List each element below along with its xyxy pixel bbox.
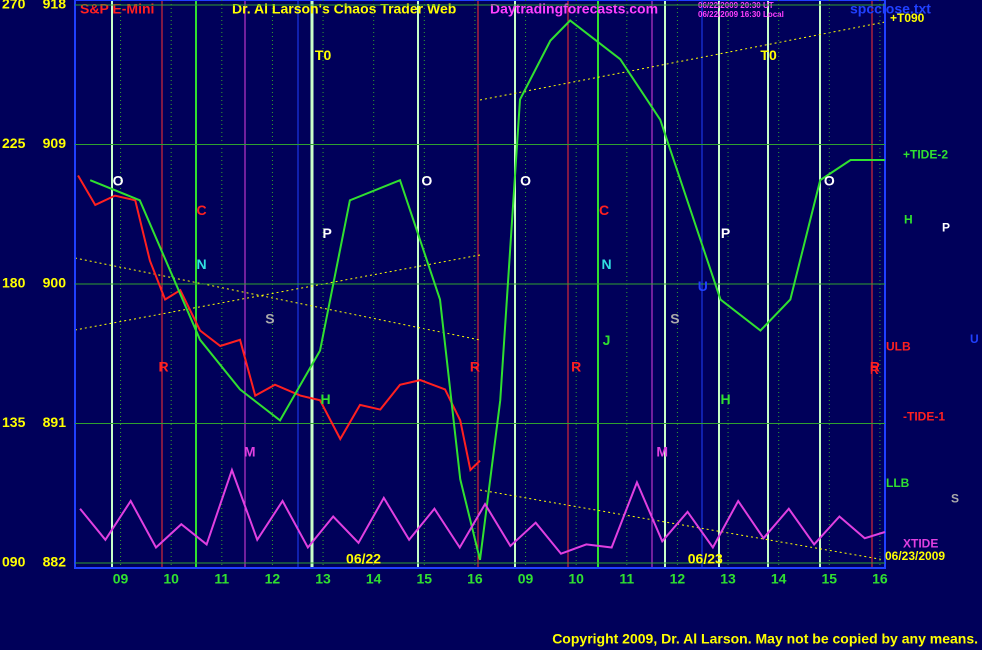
x-tick-label: 14 bbox=[366, 571, 382, 587]
annotation: S bbox=[265, 310, 274, 326]
site: Daytradingforecasts.com bbox=[490, 1, 658, 17]
x-tick-label: 10 bbox=[568, 571, 584, 587]
annotation: H bbox=[720, 391, 730, 407]
x-tick-label: 09 bbox=[113, 571, 129, 587]
annotation: H bbox=[321, 391, 331, 407]
annotation: N bbox=[602, 256, 612, 272]
annotation: T0 bbox=[760, 47, 777, 63]
annotation: J bbox=[603, 332, 611, 348]
x-tick-label: 13 bbox=[720, 571, 736, 587]
right-label: P bbox=[942, 220, 950, 234]
annotation: P bbox=[322, 225, 331, 241]
right-label: -TIDE-1 bbox=[903, 409, 945, 423]
annotation: R bbox=[470, 358, 480, 374]
annotation: S bbox=[670, 310, 679, 326]
x-tick-label: 11 bbox=[619, 571, 634, 587]
y2-tick-label: 090 bbox=[2, 554, 26, 570]
x-tick-label: 12 bbox=[265, 571, 281, 587]
right-label: R bbox=[870, 363, 879, 377]
x-tick-label: 13 bbox=[315, 571, 331, 587]
annotation: O bbox=[824, 172, 835, 188]
right-label: +T090 bbox=[890, 11, 925, 25]
right-label: H bbox=[904, 213, 913, 227]
stamp: 06/22/2009 20:30 UT bbox=[698, 1, 774, 10]
annotation: M bbox=[656, 444, 668, 460]
y-tick-label: 900 bbox=[43, 275, 67, 291]
right-label: ULB bbox=[886, 340, 911, 354]
x-tick-label: 10 bbox=[163, 571, 179, 587]
annotation: R bbox=[870, 358, 880, 374]
annotation: O bbox=[421, 172, 432, 188]
cross-lines bbox=[74, 21, 886, 561]
annotation: P bbox=[721, 225, 730, 241]
series-line bbox=[79, 466, 886, 555]
annotation: C bbox=[197, 202, 207, 218]
y-tick-label: 909 bbox=[43, 135, 67, 151]
annotation: R bbox=[571, 358, 581, 374]
annotation: U bbox=[698, 278, 708, 294]
series-line bbox=[77, 174, 481, 472]
right-label: 06/23/2009 bbox=[885, 549, 945, 563]
stamp: 06/22/2009 16:30 Local bbox=[698, 10, 784, 19]
annotation: N bbox=[197, 256, 207, 272]
y2-tick-label: 135 bbox=[2, 414, 26, 430]
right-label: U bbox=[970, 332, 979, 346]
instrument: S&P E-Mini bbox=[80, 1, 154, 17]
right-label: +TIDE-2 bbox=[903, 148, 948, 162]
x-tick-label: 12 bbox=[670, 571, 686, 587]
x-tick-label: 14 bbox=[771, 571, 787, 587]
right-label: XTIDE bbox=[903, 537, 938, 551]
annotation: T0 bbox=[315, 47, 332, 63]
x-tick-label: 15 bbox=[417, 571, 433, 587]
date-label: 06/23 bbox=[688, 551, 723, 567]
chart-title: Dr. Al Larson's Chaos Trader Web bbox=[232, 1, 456, 17]
annotation: O bbox=[520, 172, 531, 188]
y2-tick-label: 180 bbox=[2, 275, 26, 291]
y-tick-label: 891 bbox=[43, 414, 67, 430]
annotation: M bbox=[244, 444, 256, 460]
annotation: C bbox=[599, 202, 609, 218]
annotation: O bbox=[113, 172, 124, 188]
series-line bbox=[89, 19, 885, 561]
y-tick-label: 918 bbox=[43, 0, 67, 12]
y2-tick-label: 270 bbox=[2, 0, 26, 12]
annotation: R bbox=[159, 358, 169, 374]
y-tick-label: 882 bbox=[43, 554, 67, 570]
x-tick-label: 15 bbox=[822, 571, 838, 587]
copyright: Copyright 2009, Dr. Al Larson. May not b… bbox=[552, 631, 978, 647]
x-tick-label: 16 bbox=[872, 571, 888, 587]
right-label: S bbox=[951, 492, 959, 506]
date-label: 06/22 bbox=[346, 551, 381, 567]
y2-tick-label: 225 bbox=[2, 135, 26, 151]
right-label: LLB bbox=[886, 476, 910, 490]
x-tick-label: 11 bbox=[214, 571, 229, 587]
x-tick-label: 09 bbox=[518, 571, 534, 587]
x-tick-label: 16 bbox=[467, 571, 483, 587]
